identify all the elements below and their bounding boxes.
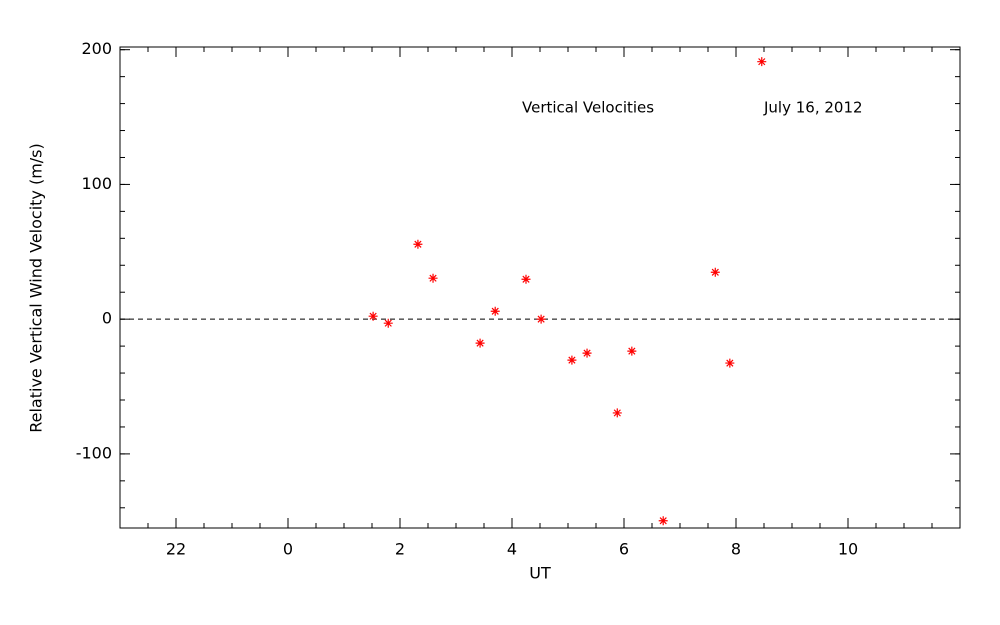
x-tick-label: 8 [731, 540, 741, 559]
marker [368, 311, 378, 321]
marker [567, 355, 577, 365]
marker [521, 274, 531, 284]
x-tick-label: 0 [283, 540, 293, 559]
marker [757, 57, 767, 67]
marker [710, 267, 720, 277]
marker [475, 338, 485, 348]
x-tick-label: 6 [619, 540, 629, 559]
x-axis-label: UT [529, 564, 551, 583]
x-tick-label: 22 [166, 540, 186, 559]
x-tick-label: 2 [395, 540, 405, 559]
marker [536, 314, 546, 324]
x-tick-label: 4 [507, 540, 517, 559]
marker [428, 273, 438, 283]
x-tick-label: 10 [838, 540, 858, 559]
marker [627, 346, 637, 356]
y-tick-label: 200 [81, 39, 112, 58]
marker [612, 408, 622, 418]
y-axis-label: Relative Vertical Wind Velocity (m/s) [27, 143, 46, 433]
marker [383, 318, 393, 328]
marker [725, 358, 735, 368]
annotation: July 16, 2012 [763, 99, 863, 117]
marker [413, 239, 423, 249]
marker [582, 348, 592, 358]
marker [490, 306, 500, 316]
marker [658, 516, 668, 526]
y-tick-label: -100 [76, 443, 112, 462]
y-tick-label: 0 [102, 309, 112, 328]
y-tick-label: 100 [81, 174, 112, 193]
annotation: Vertical Velocities [522, 99, 654, 117]
